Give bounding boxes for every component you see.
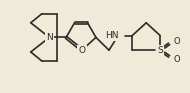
Text: O: O [173, 55, 180, 64]
Text: N: N [46, 33, 53, 42]
Text: S: S [157, 46, 163, 55]
Text: O: O [173, 37, 180, 46]
Text: O: O [78, 46, 86, 55]
Text: HN: HN [105, 31, 118, 40]
